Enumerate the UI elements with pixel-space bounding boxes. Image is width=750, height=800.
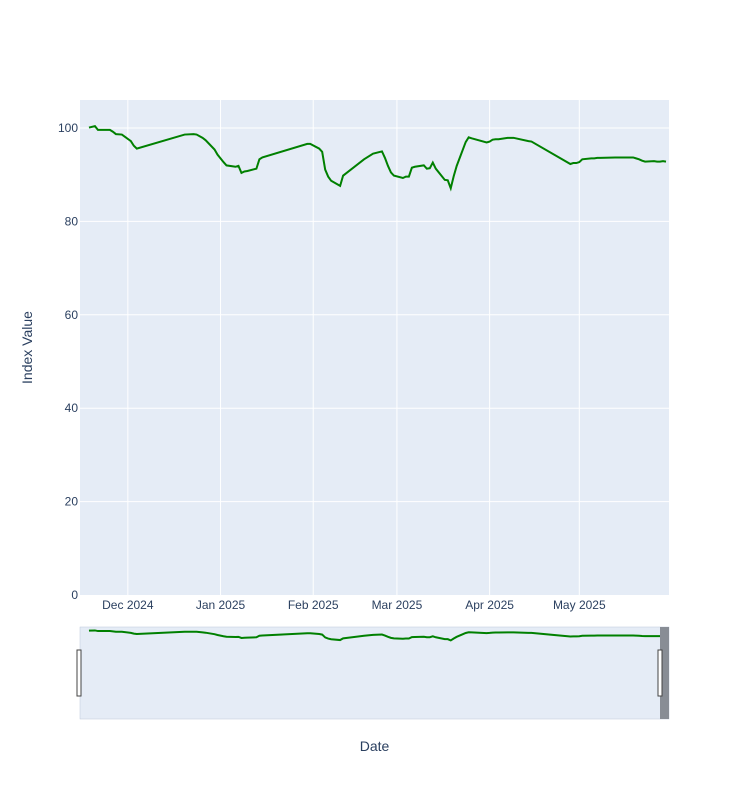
range-slider-track[interactable] xyxy=(79,626,670,720)
plot-area[interactable] xyxy=(80,100,669,595)
y-tick-label: 0 xyxy=(71,588,78,602)
x-tick-label: Jan 2025 xyxy=(196,598,246,612)
y-tick-label: 20 xyxy=(65,495,79,509)
x-tick-label: Dec 2024 xyxy=(102,598,154,612)
range-slider[interactable] xyxy=(76,626,670,720)
y-tick-label: 100 xyxy=(58,121,78,135)
x-tick-label: Feb 2025 xyxy=(288,598,339,612)
x-tick-label: Apr 2025 xyxy=(465,598,514,612)
series-line xyxy=(88,125,667,192)
y-tick-label: 80 xyxy=(65,214,79,228)
x-tick-label: May 2025 xyxy=(553,598,606,612)
x-tick-label: Mar 2025 xyxy=(372,598,423,612)
range-slider-handle-left[interactable] xyxy=(76,649,82,697)
y-tick-label: 40 xyxy=(65,401,79,415)
y-axis-title: Index Value xyxy=(19,311,35,384)
y-tick-label: 60 xyxy=(65,308,79,322)
x-axis-title: Date xyxy=(360,738,390,754)
range-slider-mask xyxy=(660,627,669,719)
x-axis-ticks: Dec 2024 Jan 2025 Feb 2025 Mar 2025 Apr 2025… xyxy=(102,598,606,612)
y-axis-ticks: 0 20 40 60 80 100 xyxy=(58,121,78,602)
range-slider-handle-right[interactable] xyxy=(657,649,663,697)
grid-lines xyxy=(80,100,669,595)
range-slider-series-line xyxy=(88,629,667,642)
